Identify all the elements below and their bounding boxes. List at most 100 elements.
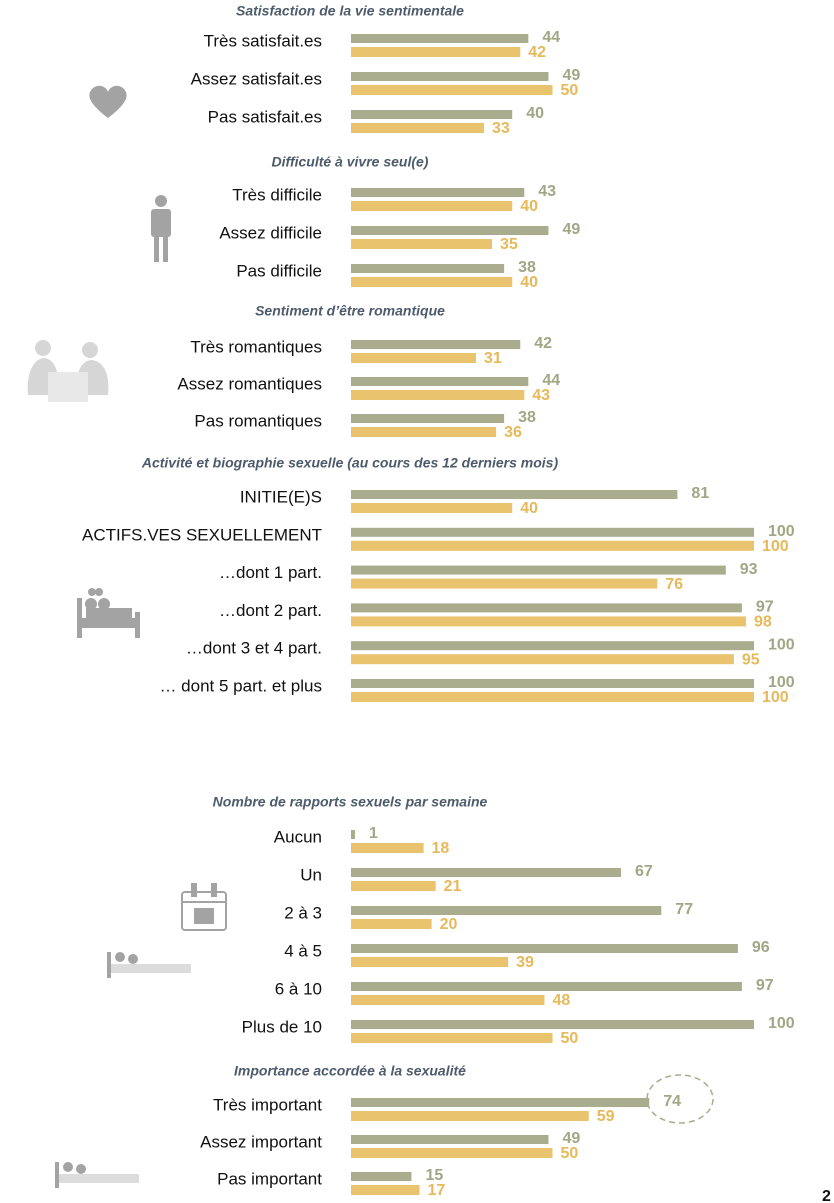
bar: [351, 527, 754, 537]
category-label: INITIE(E)S: [240, 487, 322, 506]
value-label: 100: [768, 1015, 795, 1032]
value-label: 44: [542, 372, 560, 389]
bar: [351, 919, 432, 929]
bar: [351, 906, 662, 915]
bar: [351, 34, 529, 43]
bar: [351, 277, 513, 287]
bar: [351, 239, 493, 249]
value-label: 42: [534, 335, 552, 352]
category-label: Très difficile: [232, 185, 322, 204]
bar: [351, 353, 476, 363]
category-label: … dont 5 part. et plus: [159, 676, 322, 695]
value-label: 35: [500, 236, 518, 253]
bar: [351, 110, 513, 119]
icons: [27, 85, 714, 1188]
category-label: 2 à 3: [284, 903, 322, 922]
bar: [351, 414, 505, 423]
bar: [351, 641, 754, 651]
bar: [351, 226, 549, 235]
bar: [351, 603, 742, 613]
bed-icon: [77, 588, 140, 638]
heart-icon: [89, 85, 127, 118]
value-label: 50: [561, 1030, 579, 1047]
bar: [351, 427, 497, 437]
value-label: 100: [768, 636, 795, 653]
value-label: 17: [428, 1182, 446, 1199]
value-label: 49: [562, 67, 580, 84]
value-label: 50: [561, 1145, 579, 1162]
bar: [351, 692, 754, 702]
bar: [351, 679, 754, 688]
category-label: ACTIFS.VES SEXUELLEMENT: [82, 525, 322, 544]
couple-icon: [27, 340, 109, 402]
value-label: 67: [635, 863, 653, 880]
value-label: 77: [675, 901, 693, 918]
value-label: 43: [538, 183, 556, 200]
section-title: Nombre de rapports sexuels par semaine: [213, 794, 488, 810]
category-label: …dont 3 et 4 part.: [186, 639, 322, 658]
value-label: 39: [516, 954, 534, 971]
value-label: 93: [740, 561, 758, 578]
value-label: 40: [520, 500, 538, 517]
category-label: 6 à 10: [275, 979, 322, 998]
bar: [351, 188, 525, 197]
calendar-icon: [181, 883, 227, 931]
value-label: 1: [369, 825, 378, 842]
bar: [351, 578, 658, 589]
highlight-circle: [646, 1074, 714, 1124]
person-icon: [151, 195, 171, 262]
value-label: 40: [520, 274, 538, 291]
bar: [351, 1033, 553, 1043]
category-label: Pas difficile: [236, 261, 322, 280]
value-label: 76: [665, 576, 683, 593]
category-label: Très important: [213, 1095, 322, 1114]
category-label: Assez difficile: [219, 223, 322, 242]
category-label: Très satisfait.es: [204, 31, 322, 50]
bar: [351, 616, 746, 627]
bar: [351, 881, 436, 891]
category-label: Pas romantiques: [194, 411, 322, 430]
value-label: 38: [518, 409, 536, 426]
value-label: 48: [552, 992, 570, 1009]
category-label: Plus de 10: [242, 1017, 322, 1036]
bar: [351, 377, 529, 386]
value-label: 50: [561, 82, 579, 99]
value-label: 40: [520, 198, 538, 215]
category-label: Pas satisfait.es: [208, 107, 322, 126]
category-label: Pas important: [217, 1169, 322, 1188]
page-number: 2: [822, 1188, 831, 1203]
value-label: 98: [754, 614, 772, 631]
value-label: 97: [756, 599, 774, 616]
bar: [351, 654, 734, 665]
value-label: 18: [432, 840, 450, 857]
value-label: 43: [532, 387, 550, 404]
bar: [351, 201, 513, 211]
bar: [351, 1098, 650, 1107]
bar: [351, 957, 509, 967]
bar: [351, 982, 742, 991]
category-label: 4 à 5: [284, 941, 322, 960]
value-label: 100: [762, 538, 789, 555]
value-label: 31: [484, 350, 502, 367]
value-label: 59: [597, 1108, 615, 1125]
bar: [351, 1148, 553, 1158]
bar: [351, 47, 521, 57]
category-label: Assez romantiques: [177, 374, 322, 393]
value-label: 40: [526, 105, 544, 122]
section-title: Activité et biographie sexuelle (au cour…: [141, 455, 559, 471]
value-label: 20: [440, 916, 458, 933]
value-label: 15: [425, 1167, 443, 1184]
category-label: …dont 2 part.: [219, 601, 322, 620]
value-label: 42: [528, 44, 546, 61]
bar: [351, 85, 553, 95]
bar: [351, 1020, 754, 1029]
category-label: …dont 1 part.: [219, 563, 322, 582]
bar: [351, 843, 424, 853]
value-label: 21: [444, 878, 462, 895]
value-label: 96: [752, 939, 770, 956]
bar: [351, 868, 622, 877]
bar: [351, 1135, 549, 1144]
bar: [351, 830, 356, 839]
bar: [351, 540, 754, 551]
